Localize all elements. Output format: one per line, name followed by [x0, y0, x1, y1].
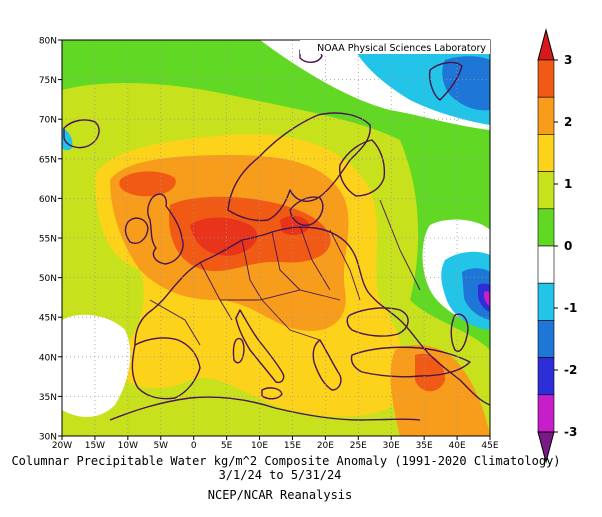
lon-tick-label: 10E	[251, 441, 268, 451]
colorbar-band	[537, 282, 555, 321]
lon-tick-label: 40E	[449, 441, 466, 451]
longitude-axis: 20W 15W 10W 5W 0 5E 10E 15E 20E 25E 30E 35E 40E 45E	[52, 436, 499, 451]
coast-iberia	[131, 337, 201, 400]
lon-tick-label: 15W	[85, 441, 105, 451]
lat-tick-label: 60N	[39, 195, 57, 205]
map-plot-area	[62, 40, 490, 436]
colorbar-tick-label: 2	[564, 115, 572, 129]
lon-tick-label: 5W	[153, 441, 168, 451]
caption-title: Columnar Precipitable Water kg/m^2 Compo…	[11, 454, 561, 468]
colorbar-tick-label: 0	[564, 239, 572, 253]
coast-italy	[235, 309, 285, 384]
coast-britain	[147, 193, 184, 265]
credit-label: NOAA Physical Sciences Laboratory	[317, 43, 486, 54]
contour-neg-mid-east	[462, 268, 490, 320]
lon-tick-label: 20W	[52, 441, 72, 451]
lon-tick-label: 30E	[383, 441, 400, 451]
colorbar-band	[537, 208, 555, 247]
lat-tick-label: 70N	[39, 116, 57, 126]
credit-box	[300, 40, 490, 54]
lon-tick-label: 25E	[350, 441, 367, 451]
lon-tick-label: 15E	[284, 441, 301, 451]
contour-2_5-3	[190, 217, 258, 256]
colorbar-band	[537, 96, 555, 135]
contour-2-2_5-west	[119, 171, 176, 197]
lat-tick-label: 50N	[39, 274, 57, 284]
contour-neg-deep-east	[478, 283, 490, 312]
colorbar-band	[537, 320, 555, 358]
graticule	[62, 40, 490, 436]
colorbar-tick-label: 3	[564, 53, 572, 67]
colorbar-tick-label: -1	[564, 301, 577, 315]
colorbar-tick-label: -3	[564, 425, 577, 439]
lon-tick-label: 20E	[317, 441, 334, 451]
border-4	[299, 225, 331, 291]
coast-greece	[312, 339, 342, 391]
lat-tick-label: 65N	[39, 155, 57, 165]
colorbar-band	[537, 394, 555, 433]
coast-turkey	[350, 346, 471, 378]
contour-neg-purple-east	[484, 291, 490, 306]
lon-tick-label: 10W	[118, 441, 138, 451]
colorbar-band	[537, 245, 555, 284]
coast-mainland	[134, 226, 490, 406]
coast-north-africa	[109, 396, 421, 421]
lat-tick-label: 45N	[39, 314, 57, 324]
coast-scandinavia	[227, 112, 371, 222]
coast-sicily	[261, 387, 283, 400]
lat-tick-label: 30N	[39, 433, 57, 443]
colorbar-band	[537, 171, 555, 210]
colorbar: 3 2 1 0 -1 -2 -3	[537, 28, 577, 464]
coast-caspian	[450, 313, 469, 352]
border-6	[220, 289, 341, 301]
coast-novaya-zemlya	[428, 61, 463, 101]
border-7	[261, 299, 321, 341]
contour-neutral-atlantic	[62, 314, 131, 417]
colorbar-bottom-arrow	[537, 431, 555, 464]
coastlines	[63, 46, 490, 421]
latitude-axis: 80N 75N 70N 65N 60N 55N 50N 45N 40N 35N 30N	[39, 37, 62, 443]
lat-tick-label: 40N	[39, 353, 57, 363]
coast-sardinia	[232, 337, 245, 364]
colorbar-band	[537, 59, 555, 98]
border-9	[149, 299, 201, 346]
lon-tick-label: 45E	[481, 441, 498, 451]
lat-tick-label: 35N	[39, 393, 57, 403]
colorbar-top-arrow	[537, 28, 555, 61]
country-borders	[149, 199, 421, 346]
border-2	[241, 239, 263, 301]
colorbar-band	[537, 357, 555, 396]
contour-2_5-3-east	[280, 215, 310, 236]
coast-ireland	[124, 217, 149, 244]
lon-tick-label: 5E	[221, 441, 233, 451]
caption-source: NCEP/NCAR Reanalysis	[207, 488, 353, 502]
coast-iceland	[63, 119, 100, 149]
contour-se-red	[415, 353, 445, 392]
lon-tick-label: 35E	[416, 441, 433, 451]
lat-tick-label: 75N	[39, 76, 57, 86]
lat-tick-label: 55N	[39, 235, 57, 245]
border-8	[379, 199, 421, 291]
caption-date-range: 3/1/24 to 5/31/24	[218, 468, 342, 482]
border-3	[271, 231, 301, 291]
lat-tick-label: 80N	[39, 37, 57, 47]
coast-black-sea	[346, 307, 409, 337]
colorbar-tick-label: 1	[564, 177, 572, 191]
border-5	[329, 229, 361, 301]
lon-tick-label: 0	[191, 441, 197, 451]
contour-neg-mid-north	[442, 56, 490, 111]
colorbar-band	[537, 134, 555, 172]
colorbar-tick-label: -2	[564, 363, 577, 377]
coast-baltic	[289, 196, 324, 226]
coast-finland	[339, 139, 386, 197]
